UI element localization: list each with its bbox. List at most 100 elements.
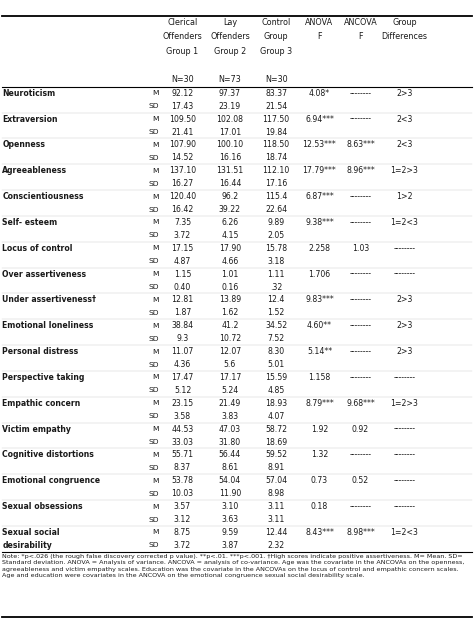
Text: Over assertiveness: Over assertiveness (2, 270, 86, 278)
Text: 15.59: 15.59 (265, 373, 287, 382)
Text: --------: -------- (349, 218, 372, 227)
Text: --------: -------- (393, 373, 415, 382)
Text: 0.52: 0.52 (352, 476, 369, 485)
Text: Control: Control (262, 18, 291, 27)
Text: 12.44: 12.44 (265, 528, 287, 537)
Text: Emotional loneliness: Emotional loneliness (2, 321, 94, 330)
Text: SD: SD (148, 542, 159, 548)
Text: Group 2: Group 2 (214, 46, 246, 56)
Text: --------: -------- (349, 295, 372, 304)
Text: 3.72: 3.72 (174, 541, 191, 550)
Text: 1=2<3: 1=2<3 (391, 528, 418, 537)
Text: 8.91: 8.91 (267, 463, 285, 472)
Text: 18.69: 18.69 (265, 438, 287, 446)
Text: SD: SD (148, 284, 159, 290)
Text: --------: -------- (393, 450, 415, 459)
Text: 17.17: 17.17 (219, 373, 241, 382)
Text: SD: SD (148, 388, 159, 393)
Text: 2<3: 2<3 (396, 140, 412, 149)
Text: M: M (152, 426, 159, 432)
Text: 117.50: 117.50 (263, 115, 290, 123)
Text: 3.72: 3.72 (174, 231, 191, 240)
Text: 47.03: 47.03 (219, 425, 241, 433)
Text: 14.52: 14.52 (172, 153, 193, 162)
Text: Offenders: Offenders (210, 32, 250, 42)
Text: 6.87***: 6.87*** (305, 192, 334, 201)
Text: 1.01: 1.01 (221, 270, 238, 278)
Text: Group: Group (392, 18, 417, 27)
Text: 2.32: 2.32 (267, 541, 285, 550)
Text: Emotional congruence: Emotional congruence (2, 476, 100, 485)
Text: Sexual social: Sexual social (2, 528, 60, 537)
Text: 16.44: 16.44 (219, 179, 241, 188)
Text: Neuroticism: Neuroticism (2, 89, 55, 98)
Text: 5.24: 5.24 (221, 386, 238, 395)
Text: 109.50: 109.50 (169, 115, 196, 123)
Text: 8.63***: 8.63*** (346, 140, 375, 149)
Text: 1.92: 1.92 (311, 425, 328, 433)
Text: 57.04: 57.04 (265, 476, 287, 485)
Text: SD: SD (148, 206, 159, 213)
Text: M: M (152, 246, 159, 251)
Text: Cognitive distortions: Cognitive distortions (2, 450, 94, 459)
Text: 2>3: 2>3 (396, 295, 412, 304)
Text: F: F (358, 32, 363, 42)
Text: 10.03: 10.03 (172, 489, 193, 498)
Text: 23.15: 23.15 (172, 399, 193, 408)
Text: 15.78: 15.78 (265, 244, 287, 253)
Text: Clerical: Clerical (167, 18, 198, 27)
Text: 41.2: 41.2 (221, 321, 238, 330)
Text: --------: -------- (349, 321, 372, 330)
Text: 1.158: 1.158 (309, 373, 330, 382)
Text: 1.32: 1.32 (311, 450, 328, 459)
Text: Under assertiveness†: Under assertiveness† (2, 295, 96, 304)
Text: 9.68***: 9.68*** (346, 399, 375, 408)
Text: 2>3: 2>3 (396, 347, 412, 356)
Text: 107.90: 107.90 (169, 140, 196, 149)
Text: 17.79***: 17.79*** (302, 166, 337, 175)
Text: 4.87: 4.87 (174, 257, 191, 266)
Text: 58.72: 58.72 (265, 425, 287, 433)
Text: M: M (152, 142, 159, 148)
Text: 5.14**: 5.14** (307, 347, 332, 356)
Text: 17.01: 17.01 (219, 128, 241, 136)
Text: 17.16: 17.16 (265, 179, 287, 188)
Text: 2.05: 2.05 (267, 231, 285, 240)
Text: 115.4: 115.4 (265, 192, 287, 201)
Text: 17.90: 17.90 (219, 244, 241, 253)
Text: M: M (152, 529, 159, 536)
Text: 8.98***: 8.98*** (346, 528, 375, 537)
Text: 12.81: 12.81 (172, 295, 193, 304)
Text: Conscientiousness: Conscientiousness (2, 192, 84, 201)
Text: 6.94***: 6.94*** (305, 115, 334, 123)
Text: --------: -------- (349, 450, 372, 459)
Text: M: M (152, 452, 159, 458)
Text: 1=2<3: 1=2<3 (391, 218, 418, 227)
Text: 53.78: 53.78 (172, 476, 193, 485)
Text: Note: *p<.026 (the rough false discovery corrected p value). **p<.01. ***p<.001.: Note: *p<.026 (the rough false discovery… (2, 554, 465, 578)
Text: 0.18: 0.18 (311, 502, 328, 511)
Text: 6.26: 6.26 (221, 218, 238, 227)
Text: 21.41: 21.41 (171, 128, 194, 136)
Text: 8.96***: 8.96*** (346, 166, 375, 175)
Text: 7.35: 7.35 (174, 218, 191, 227)
Text: 17.43: 17.43 (172, 102, 193, 111)
Text: 3.18: 3.18 (267, 257, 285, 266)
Text: 18.74: 18.74 (265, 153, 287, 162)
Text: Group: Group (264, 32, 288, 42)
Text: --------: -------- (393, 244, 415, 253)
Text: 23.19: 23.19 (219, 102, 241, 111)
Text: 9.59: 9.59 (221, 528, 238, 537)
Text: 17.15: 17.15 (172, 244, 193, 253)
Text: SD: SD (148, 335, 159, 342)
Text: 16.27: 16.27 (172, 179, 193, 188)
Text: Sexual obsessions: Sexual obsessions (2, 502, 83, 511)
Text: 55.71: 55.71 (172, 450, 193, 459)
Text: SD: SD (148, 129, 159, 135)
Text: 56.44: 56.44 (219, 450, 241, 459)
Text: 18.93: 18.93 (265, 399, 287, 408)
Text: 8.98: 8.98 (267, 489, 285, 498)
Text: --------: -------- (393, 270, 415, 278)
Text: --------: -------- (349, 89, 372, 98)
Text: F: F (317, 32, 322, 42)
